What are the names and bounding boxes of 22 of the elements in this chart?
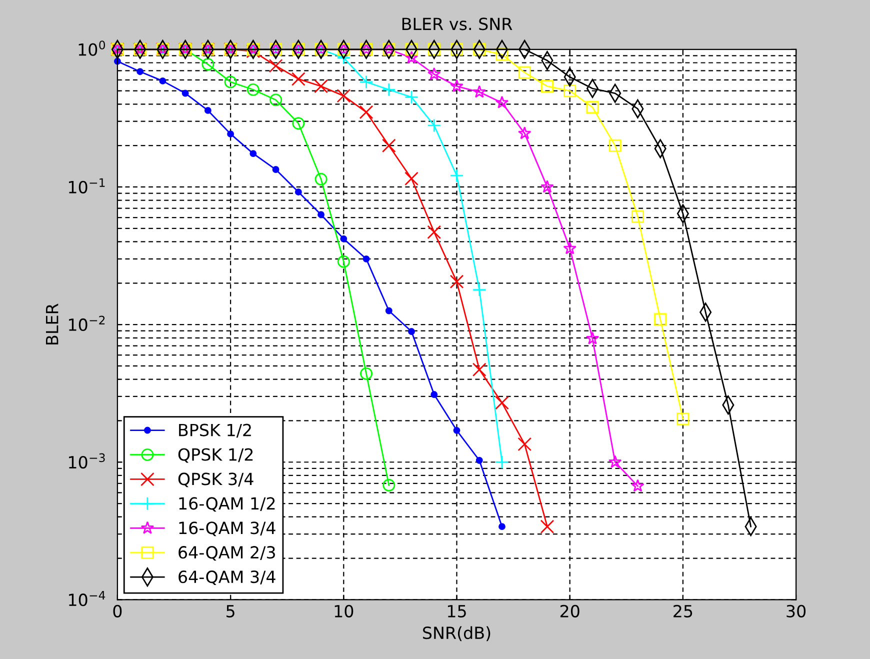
x-tick-label: 15	[448, 605, 466, 618]
x-tick-label: 20	[560, 604, 580, 618]
x-axis-title: SNR(dB)	[423, 626, 490, 642]
legend-label: QPSK 1/2	[178, 448, 253, 463]
legend-label: 16-QAM 1/2	[179, 497, 275, 512]
x-tick-label: 30	[786, 604, 806, 618]
chart-title: BLER vs. SNR	[402, 18, 512, 30]
legend-label: BPSK 1/2	[179, 424, 251, 438]
x-tick-label: 0	[113, 604, 122, 618]
y-tick-label: 10$^{−4}$	[69, 591, 106, 606]
y-tick-label: 10$^{0}$	[78, 40, 106, 56]
legend-label: 64-QAM 2/3	[178, 546, 275, 561]
x-tick-label: 5	[226, 605, 234, 618]
x-tick-label: 10	[334, 604, 354, 618]
legend-label: QPSK 3/4	[178, 472, 254, 488]
y-axis-title: BLER	[46, 304, 58, 344]
legend-label: 16-QAM 3/4	[179, 522, 276, 536]
y-tick-label: 10$^{−2}$	[69, 316, 105, 331]
y-tick-label: 10$^{−1}$	[69, 178, 105, 194]
x-tick-label: 25	[674, 604, 692, 618]
y-tick-label: 10$^{−3}$	[69, 453, 105, 469]
legend-label: 64-QAM 3/4	[178, 570, 276, 586]
